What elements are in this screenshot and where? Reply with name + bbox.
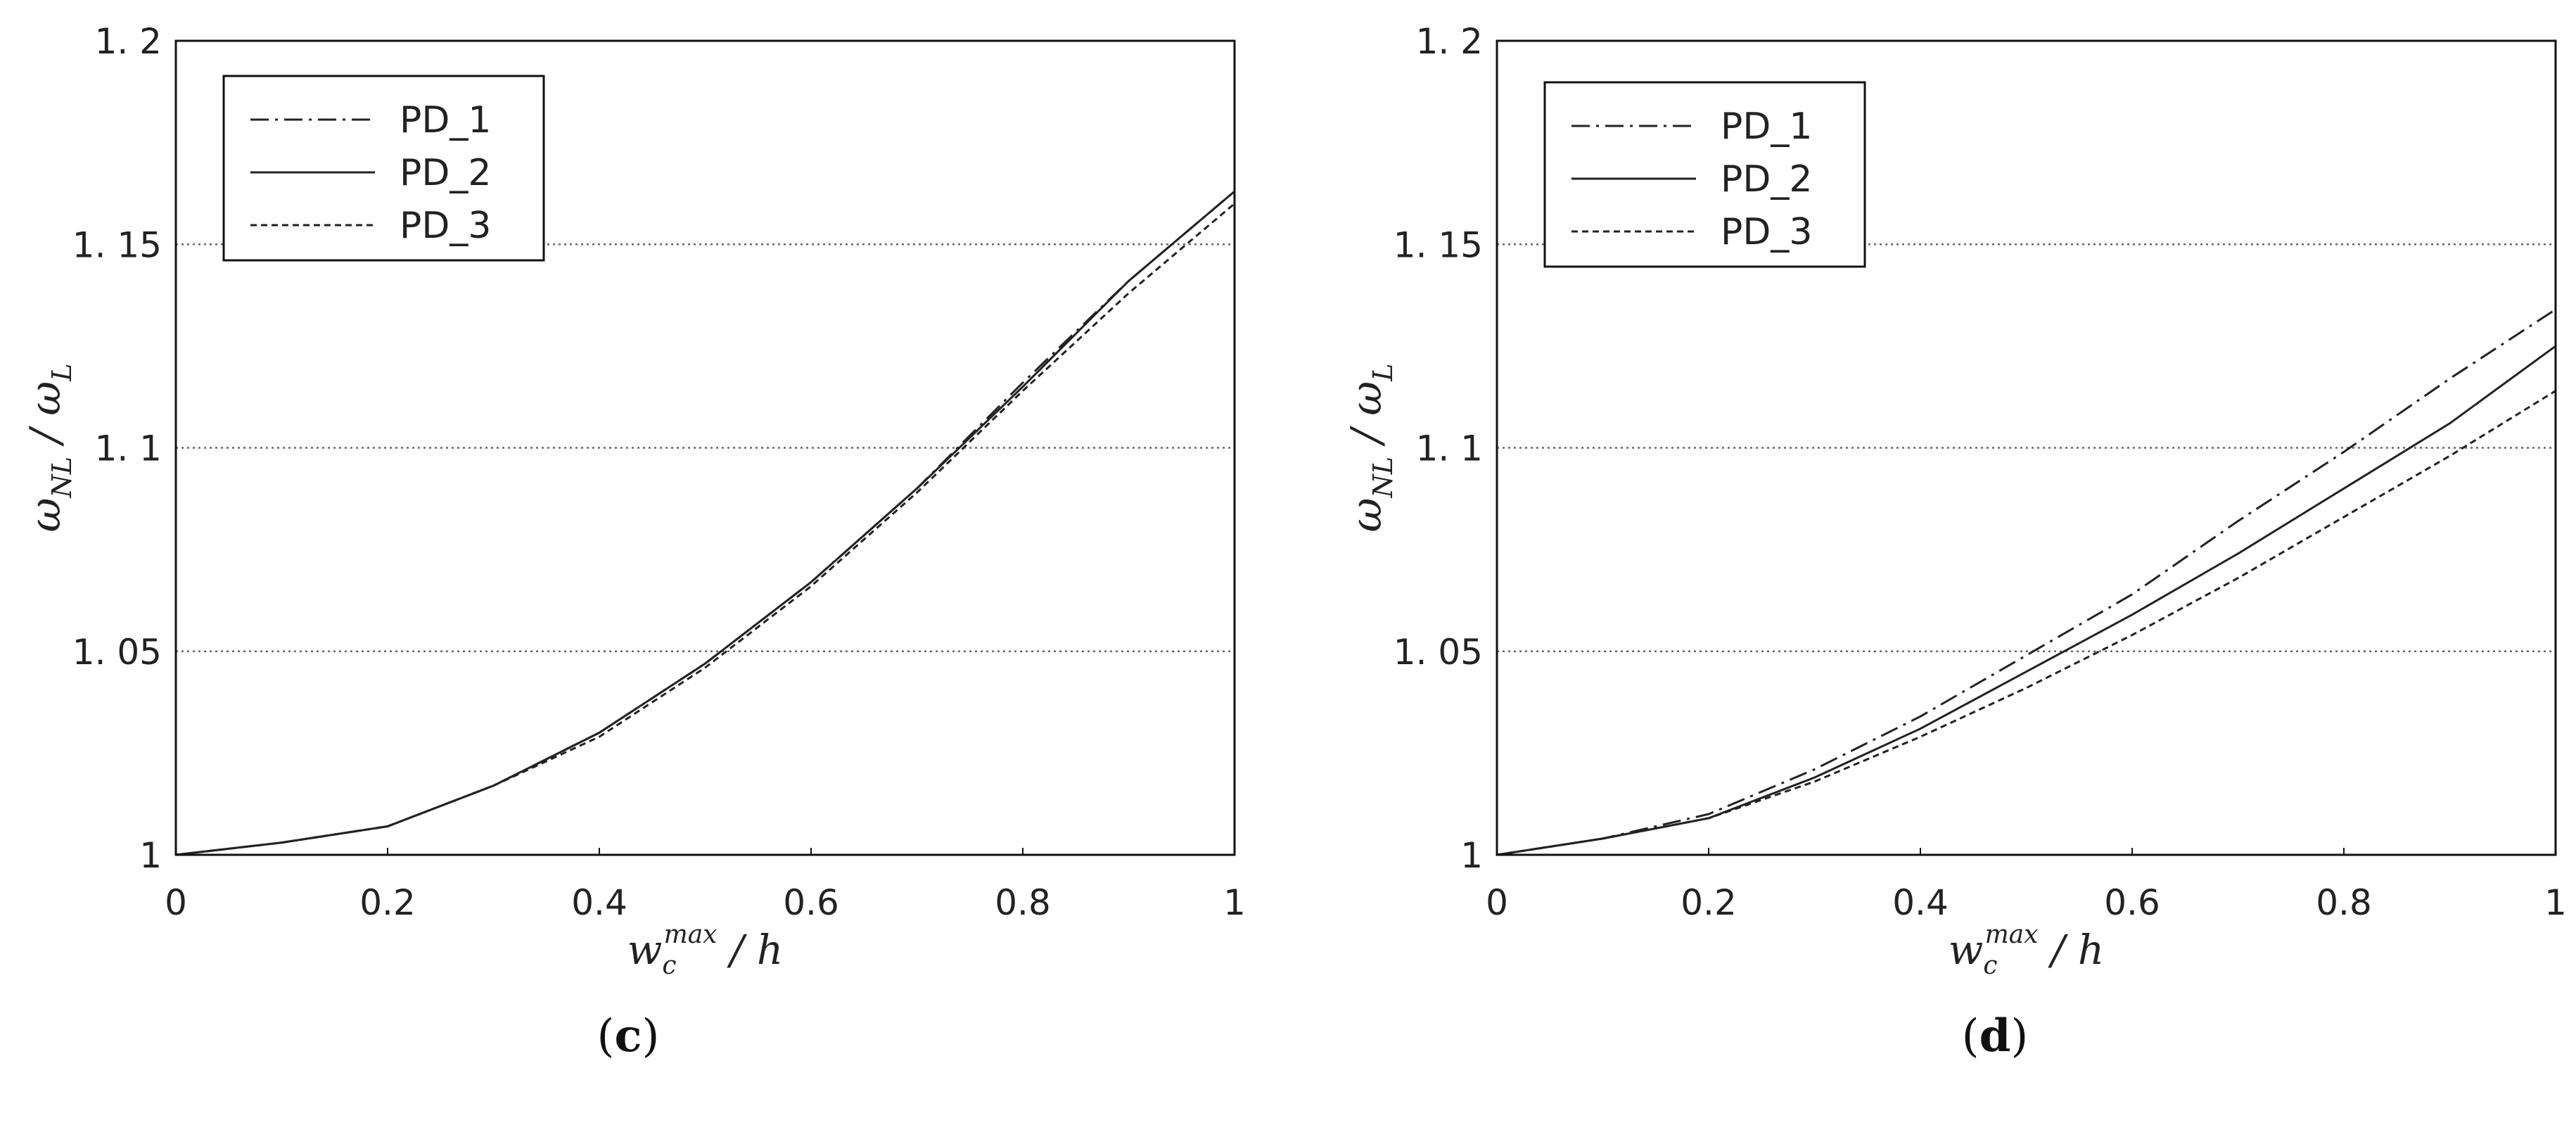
chart-d: 0 0.2 0.4 0.6 0.8 1 1 1. 05 1. 1 1. 15 1. 2 wcmax /… xyxy=(1342,21,2567,980)
caption-c: (c) xyxy=(597,1010,660,1062)
x-tick-label: 0.2 xyxy=(359,882,416,923)
legend-box xyxy=(1543,81,1866,268)
x-tick-label: 0.6 xyxy=(783,882,839,923)
x-tick-label: 0.4 xyxy=(1892,882,1949,923)
y-tick-label: 1. 05 xyxy=(72,632,162,673)
x-tick-label: 1 xyxy=(1223,882,1246,923)
series-line-pd-2 xyxy=(1496,345,2556,856)
legend-label: PD_2 xyxy=(1721,158,1812,201)
x-tick-label: 0.8 xyxy=(2316,882,2372,923)
y-tick-label: 1. 2 xyxy=(1416,21,1483,62)
legend: PD_1 PD_2 PD_3 xyxy=(1543,81,1866,268)
x-tick-label: 0.2 xyxy=(1681,882,1737,923)
legend: PD_1 PD_2 PD_3 xyxy=(222,75,545,262)
series-line-pd-1 xyxy=(175,190,1235,856)
legend-label: PD_3 xyxy=(1721,211,1812,253)
legend-label: PD_1 xyxy=(1721,106,1812,148)
plot-frame xyxy=(174,39,1236,856)
y-tick-label: 1. 1 xyxy=(1416,428,1483,469)
legend-label: PD_3 xyxy=(400,205,491,247)
series-line-pd-3 xyxy=(1496,390,2556,856)
y-tick-label: 1. 05 xyxy=(1394,632,1483,673)
y-tick-label: 1. 15 xyxy=(72,224,162,265)
x-axis-label: wcmax / h xyxy=(1949,920,2105,980)
y-axis-label: ωNL / ωL xyxy=(1342,364,1398,533)
x-tick-label: 0 xyxy=(165,882,187,923)
x-tick-label: 0 xyxy=(1486,882,1508,923)
y-tick-label: 1 xyxy=(1460,835,1483,876)
legend-label: PD_1 xyxy=(400,99,491,141)
x-tick-label: 0.4 xyxy=(571,882,627,923)
legend-label: PD_2 xyxy=(400,152,491,194)
y-axis-label: ωNL / ωL xyxy=(21,364,77,533)
x-axis-label: wcmax / h xyxy=(627,920,784,980)
chart-c: 0 0.2 0.4 0.6 0.8 1 1 1. 05 1. 1 1. 15 1. 2 wcmax /… xyxy=(21,21,1246,980)
x-tick-label: 0.6 xyxy=(2104,882,2160,923)
y-tick-label: 1. 2 xyxy=(95,21,162,62)
series-line-pd-2 xyxy=(175,190,1235,856)
caption-d: (d) xyxy=(1961,1010,2029,1062)
y-tick-label: 1 xyxy=(139,835,162,876)
x-tick-label: 0.8 xyxy=(995,882,1051,923)
y-tick-label: 1. 1 xyxy=(95,428,162,469)
series-line-pd-1 xyxy=(1496,308,2556,856)
y-tick-label: 1. 15 xyxy=(1394,224,1483,265)
plot-frame xyxy=(1496,39,2557,856)
x-tick-label: 1 xyxy=(2544,882,2567,923)
series-line-pd-3 xyxy=(175,203,1235,856)
legend-box xyxy=(222,75,545,262)
